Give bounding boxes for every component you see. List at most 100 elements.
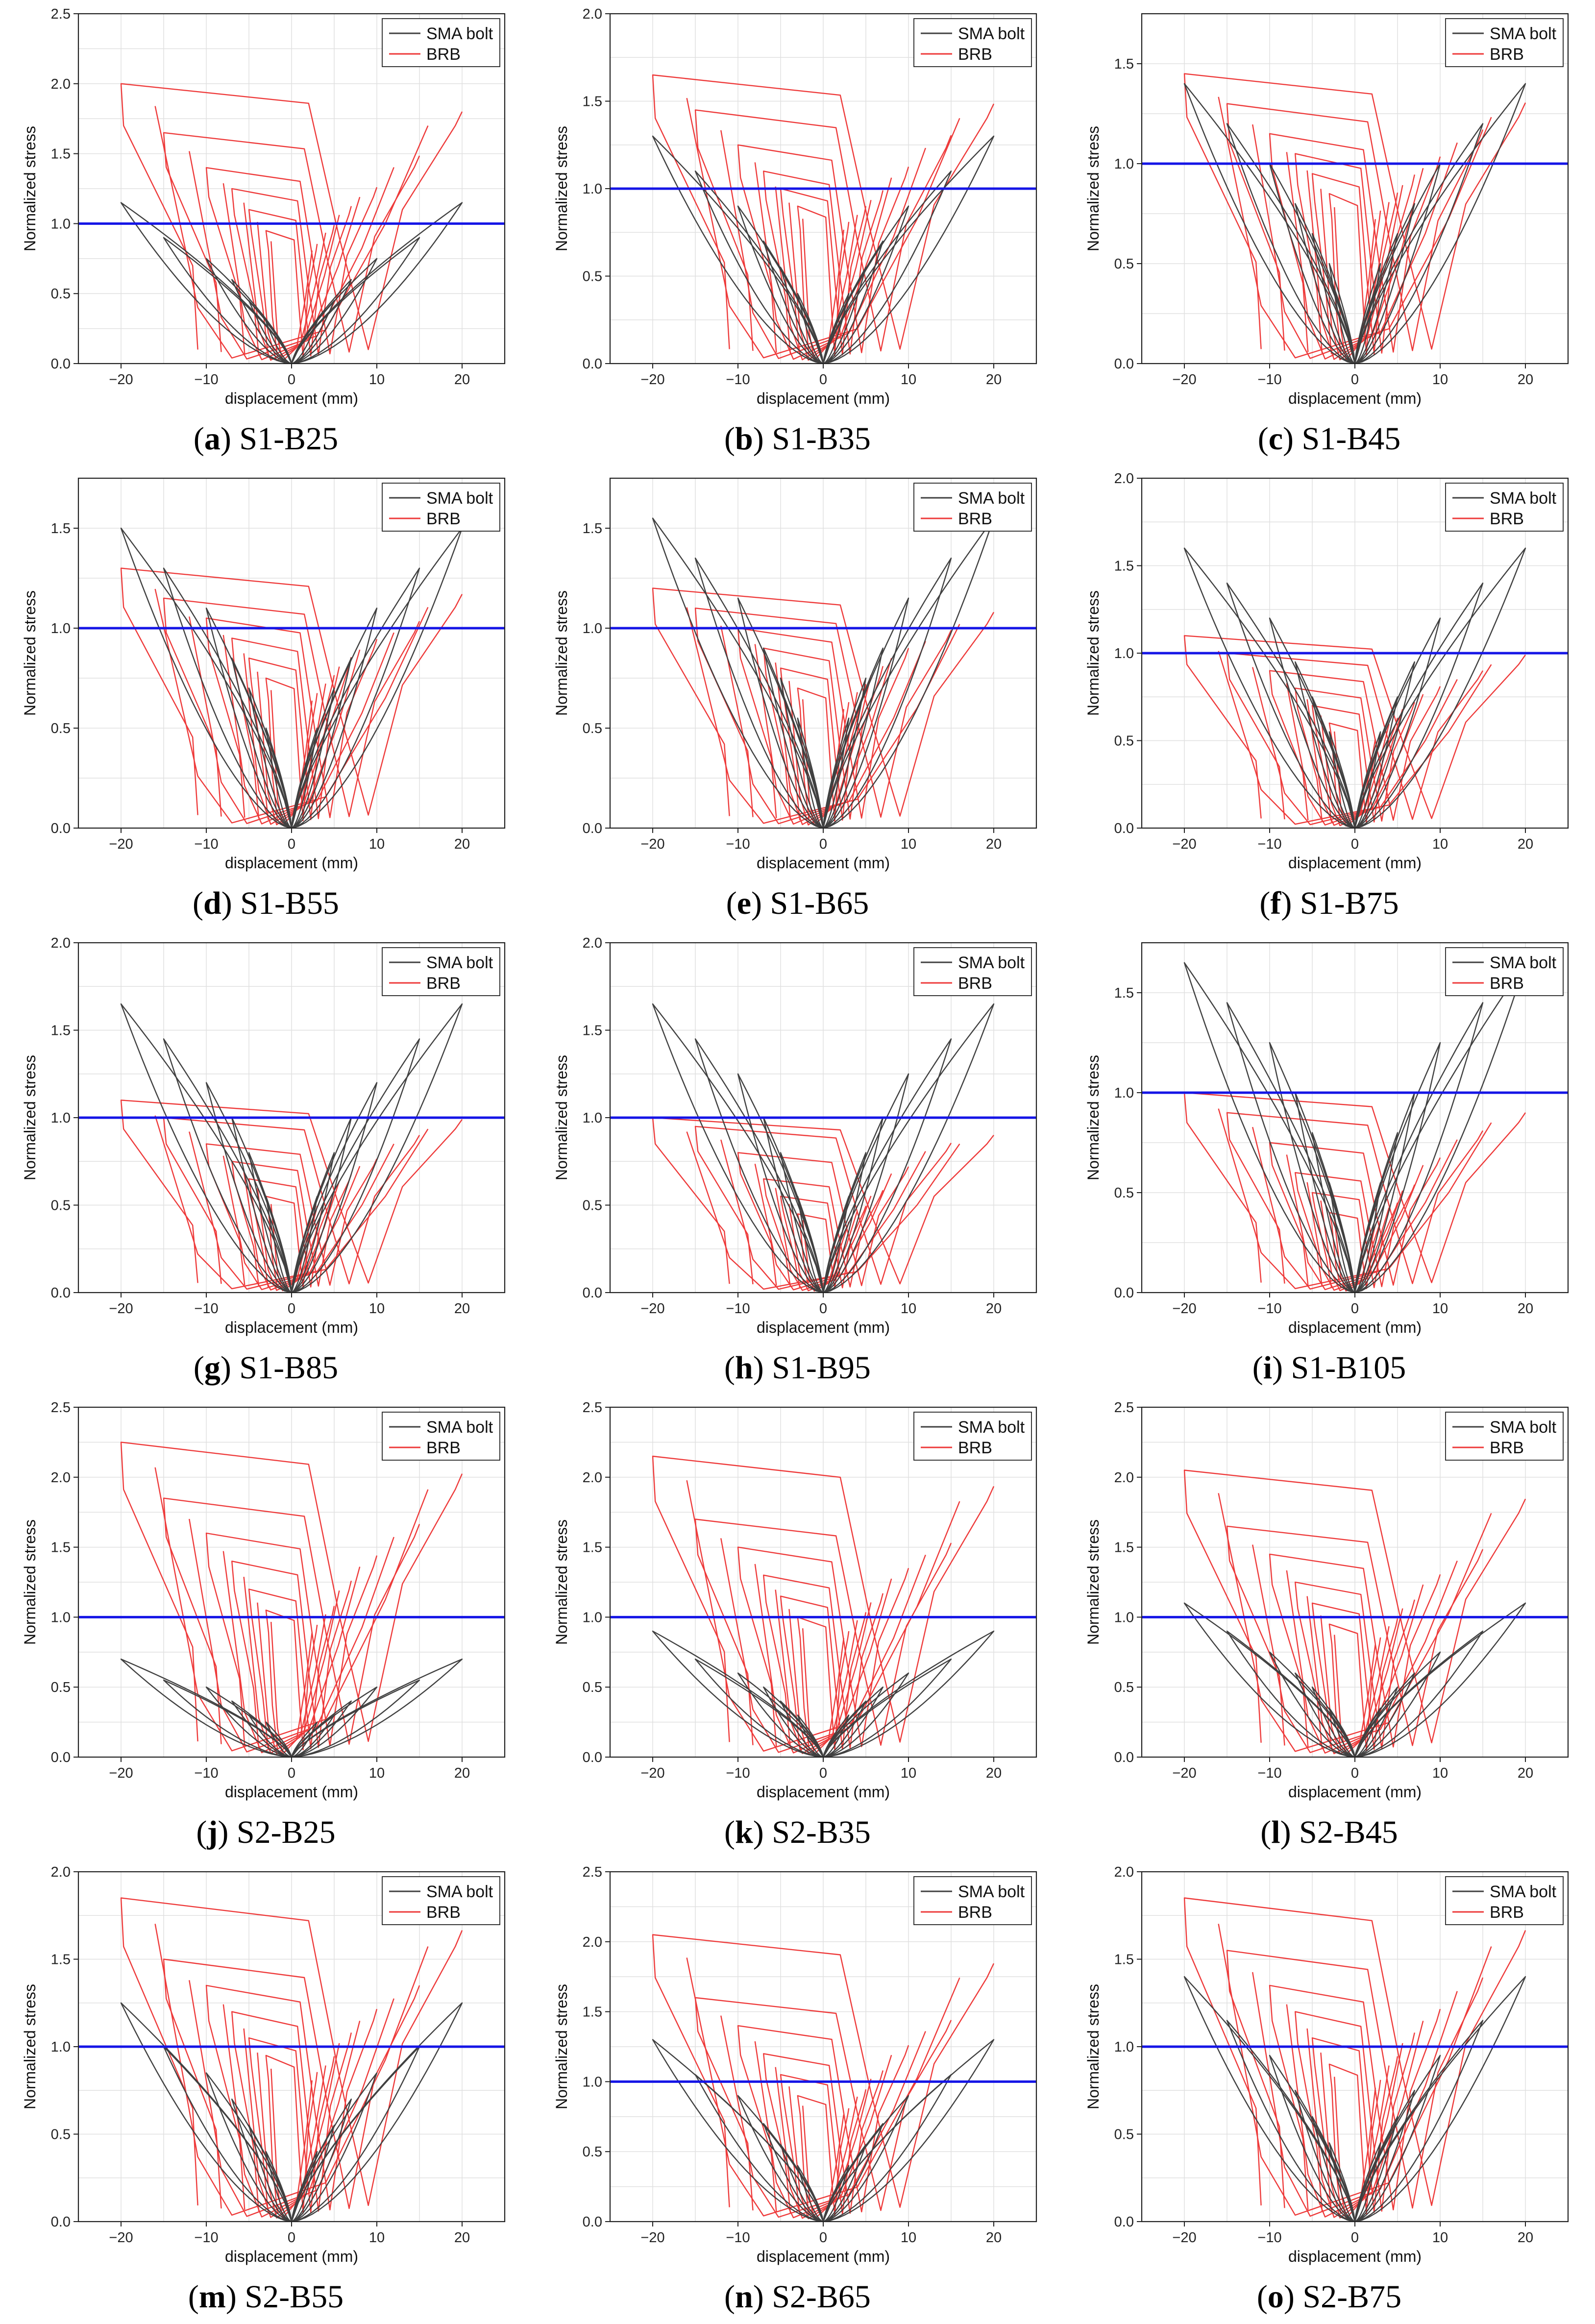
brb-loop <box>694 1997 952 2211</box>
y-axis-label: Normalized stress <box>553 1055 570 1180</box>
x-tick-label: −10 <box>726 372 750 388</box>
y-tick-label: 2.5 <box>51 6 71 22</box>
brb-loop <box>652 1934 995 2208</box>
legend-box <box>913 1876 1032 1925</box>
x-tick-label: −10 <box>1257 2230 1281 2246</box>
brb-loop <box>265 230 318 358</box>
y-tick-label: 0.0 <box>51 356 71 372</box>
y-axis-label: Normalized stress <box>553 1984 570 2109</box>
y-tick-label: 0.5 <box>51 721 71 736</box>
legend-box <box>1445 18 1564 67</box>
brb-loop <box>652 74 995 350</box>
sma-loop <box>1295 203 1415 364</box>
x-tick-label: −20 <box>109 836 133 852</box>
brb-loop <box>652 587 995 817</box>
sma-loop <box>1269 2055 1441 2222</box>
sma-loop <box>763 1117 883 1293</box>
y-tick-label: 2.0 <box>51 935 71 951</box>
brb-inner-branch <box>1320 1200 1390 1292</box>
chart-panel-f: −20 −10 0 10 20 0.0 0.5 1.0 1.5 2.0 displacement (… <box>1063 465 1595 929</box>
chart-svg: −20 −10 0 10 20 0.0 0.5 1.0 1.5 2.0 displacement (… <box>1084 1864 1569 2265</box>
y-tick-label: 0.5 <box>583 1680 602 1695</box>
brb-loop <box>1226 652 1484 820</box>
y-tick-label: 0.0 <box>51 821 71 836</box>
caption-name: ) S2-B55 <box>225 2279 344 2315</box>
y-tick-label: 0.0 <box>51 2214 71 2230</box>
sma-loop <box>231 279 352 364</box>
brb-inner-branch <box>1218 1924 1492 2216</box>
sma-loop <box>797 293 850 364</box>
caption-letter: m <box>198 2279 226 2315</box>
brb-loop <box>763 1178 883 1288</box>
y-axis-label: Normalized stress <box>21 1055 39 1180</box>
sma-loop <box>652 1630 995 1757</box>
x-tick-label: 20 <box>986 1765 1002 1781</box>
brb-loop <box>1226 103 1484 351</box>
brb-loop <box>763 1574 883 1749</box>
y-tick-label: 1.5 <box>583 1540 602 1556</box>
y-tick-label: 1.0 <box>583 1110 602 1126</box>
chart-panel-h: −20 −10 0 10 20 0.0 0.5 1.0 1.5 2.0 displacement (… <box>532 929 1063 1394</box>
x-tick-label: 10 <box>369 1765 385 1781</box>
brb-loop <box>1269 1142 1441 1286</box>
y-tick-label: 0.5 <box>1114 1185 1134 1201</box>
panel-caption: (g) S1-B85 <box>193 1350 339 1386</box>
y-tick-label: 1.5 <box>51 521 71 537</box>
caption-name: ) S1-B65 <box>751 885 869 921</box>
y-tick-label: 1.5 <box>583 94 602 110</box>
x-tick-label: 10 <box>1432 372 1448 388</box>
legend: SMA bolt BRB <box>913 483 1032 532</box>
curves <box>1183 1897 1526 2222</box>
caption-letter: c <box>1268 421 1283 457</box>
y-tick-label: 0.0 <box>51 1750 71 1765</box>
y-tick-label: 1.0 <box>51 2039 71 2055</box>
y-tick-label: 0.5 <box>51 2127 71 2143</box>
legend-box <box>913 1412 1032 1461</box>
caption-name: ) S2-B25 <box>218 1814 336 1850</box>
brb-inner-branch <box>802 1628 844 1755</box>
sma-loop <box>737 1672 909 1757</box>
legend-sma-label: SMA bolt <box>426 489 493 508</box>
x-tick-label: −10 <box>1257 836 1281 852</box>
x-tick-label: −10 <box>726 2230 750 2246</box>
y-tick-label: 1.0 <box>1114 646 1134 661</box>
x-tick-label: −20 <box>640 1765 664 1781</box>
x-tick-label: 20 <box>1518 1765 1533 1781</box>
y-tick-label: 1.5 <box>51 1023 71 1039</box>
legend-brb-label: BRB <box>1490 974 1524 993</box>
x-tick-label: 0 <box>1351 372 1359 388</box>
y-tick-label: 0.0 <box>51 1285 71 1301</box>
x-tick-label: 10 <box>369 2230 385 2246</box>
legend-box <box>1445 1876 1564 1925</box>
chart-svg: −20 −10 0 10 20 0.0 0.5 1.0 1.5 displacement (mm)… <box>553 477 1037 872</box>
y-tick-label: 2.0 <box>583 1470 602 1486</box>
brb-loop <box>652 1117 994 1285</box>
brb-loop <box>1328 2063 1381 2215</box>
legend-box <box>382 1412 500 1461</box>
legend: SMA bolt BRB <box>382 18 500 67</box>
chart-panel-c: −20 −10 0 10 20 0.0 0.5 1.0 1.5 displacement (mm)… <box>1063 0 1595 465</box>
x-tick-label: 0 <box>819 2230 827 2246</box>
x-axis-label: displacement (mm) <box>757 2248 890 2265</box>
legend-sma-label: SMA bolt <box>958 1883 1025 1901</box>
x-tick-label: 0 <box>819 836 827 852</box>
sma-loop <box>1295 2090 1415 2222</box>
x-tick-label: 0 <box>288 1765 295 1781</box>
curves <box>120 1003 463 1293</box>
brb-loop <box>265 2055 318 2214</box>
legend-box <box>913 18 1032 67</box>
y-tick-label: 1.5 <box>583 521 602 537</box>
brb-inner-branch <box>1286 152 1424 360</box>
x-axis-label: displacement (mm) <box>1288 390 1422 407</box>
x-tick-label: −10 <box>194 372 218 388</box>
chart-svg: −20 −10 0 10 20 0.0 0.5 1.0 1.5 2.0 2.5 displacemen… <box>1084 1400 1569 1801</box>
sma-loop <box>205 258 378 364</box>
brb-loop <box>1328 193 1381 356</box>
x-tick-label: 20 <box>986 372 1002 388</box>
caption-letter: o <box>1267 2279 1284 2315</box>
legend: SMA bolt BRB <box>913 947 1032 996</box>
legend-sma-label: SMA bolt <box>426 24 493 43</box>
sma-loop <box>1226 1630 1484 1757</box>
x-tick-label: −20 <box>109 2230 133 2246</box>
x-tick-label: 0 <box>288 1301 295 1317</box>
